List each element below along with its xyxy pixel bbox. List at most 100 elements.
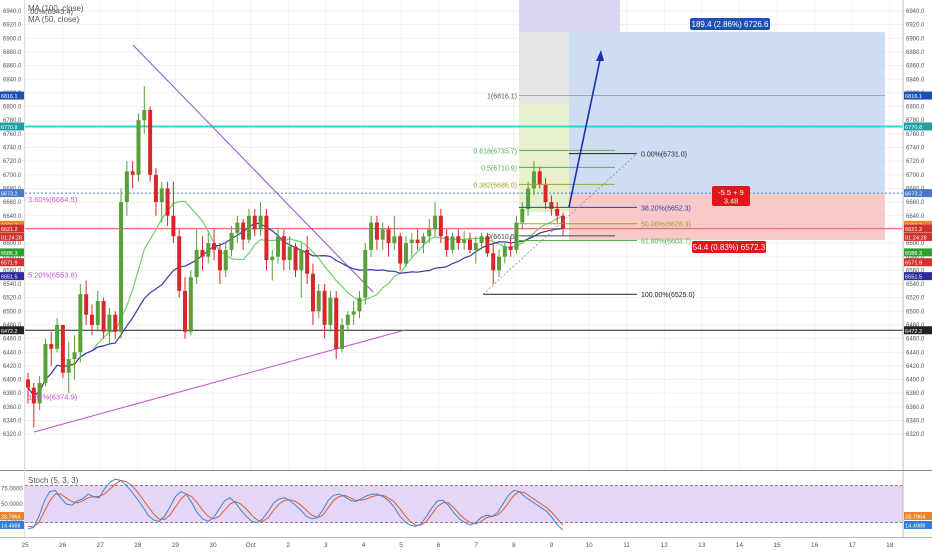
price-label-text-left: 6816.1 [1,94,18,100]
price-tick-left: 6700.0 [3,173,22,179]
price-label-text: 6770.8 [905,125,922,131]
price-tick-left: 6560.0 [3,268,22,274]
price-tick-right: 6360.0 [906,405,925,411]
time-axis[interactable]: 25 26 27 28 29 30 Oct 2 3 4 5 6 7 8 9 10 11 12 13 14 15 16 17 1… [21,542,893,549]
candle-body [520,208,525,223]
candle-body [171,215,176,237]
price-tick-right: 6740.0 [906,146,925,152]
candle-body [316,290,321,312]
price-tick-right: 6900.0 [906,36,925,42]
price-tick-left: 6720.0 [3,159,22,165]
candle-body [26,379,30,388]
fib-retracement-label: 50.00%(6628.3) [641,222,691,229]
candle-body [66,359,71,373]
price-tick-left: 6660.0 [3,200,22,206]
price-label-text-left: 6586.3 [1,251,18,257]
price-tick-left: 6460.0 [3,337,22,343]
time-tick: 26 [59,542,67,549]
candle-body [531,171,536,189]
price-label-text: 6551.5 [905,275,922,281]
candle-body [37,382,42,404]
candle-body [508,246,513,250]
price-label-box [904,258,932,267]
time-tick: 16 [811,542,819,549]
candle-body [119,202,124,332]
candle-body [334,297,339,349]
candle-body [72,352,77,360]
price-label-box-left [0,232,24,241]
time-tick: 3 [324,542,328,549]
time-tick: 29 [172,542,180,549]
price-label-box [904,326,932,335]
stoch-tick-left: 50.0000 [1,502,23,508]
candle-body [479,236,484,244]
time-tick: 13 [698,542,706,549]
candle-body [305,249,310,274]
candle-body [43,344,48,383]
time-tick: 12 [661,542,669,549]
stoch-d-value: 14.4988 [905,524,925,530]
candle-body [363,249,368,298]
candle-body [252,215,257,230]
candle-body [491,253,496,271]
price-tick-left: 6940.0 [3,9,22,15]
candle-body [235,222,240,233]
long-position-target-zone[interactable] [569,32,885,194]
time-tick: 10 [585,542,593,549]
candle-body [165,188,170,216]
time-tick: 27 [97,542,105,549]
candle-body [264,215,269,261]
price-tick-right: 6520.0 [906,296,925,302]
price-axis-right[interactable]: 6940.06920.06900.06880.06860.06840.06820… [906,9,925,438]
price-label-text: 6571.9 [905,261,922,267]
candle-body [246,215,251,240]
candle-body [229,232,234,250]
candle-body [299,249,304,271]
candle-body [89,314,94,325]
candle-body [212,243,217,250]
price-label-text: 01:24:28 [905,235,927,241]
price-label-box [904,91,932,100]
horizontal-lines [25,125,903,331]
time-tick: 28 [134,542,142,549]
price-tick-right: 6500.0 [906,309,925,315]
price-tick-left: 6900.0 [3,36,22,42]
time-tick: Oct [246,542,256,549]
percent-annotation: 3.60%(6664.5) [28,195,78,204]
price-label-box [904,248,932,257]
candle-body [374,222,379,240]
price-label-text-left: 6770.8 [1,125,18,131]
candle-body [113,314,118,332]
candle-body [514,222,519,250]
candle-body [276,236,281,257]
candle-body [188,277,193,332]
time-tick: 17 [849,542,857,549]
price-tick-right: 6480.0 [906,323,925,329]
time-tick: 25 [21,542,29,549]
candle-body [223,249,228,271]
stoch-tick-left: 75.0000 [1,487,23,493]
time-tick: 5 [399,542,403,549]
price-label-box [904,122,932,131]
candle-body [467,239,472,250]
price-tick-left: 6760.0 [3,132,22,138]
candle-body [328,297,333,325]
candle-body [369,222,374,250]
price-tick-right: 6320.0 [906,432,925,438]
candle-body [386,229,391,244]
candle-body [153,174,158,203]
stoch-label: Stoch (5, 3, 3) [28,476,79,485]
ratio-label-box [712,186,750,206]
candle-body [206,243,211,257]
price-label-box [904,224,932,233]
candle-body [241,222,246,240]
price-tick-right: 6580.0 [906,255,925,261]
price-tick-right: 6600.0 [906,241,925,247]
price-tick-left: 6520.0 [3,296,22,302]
candle-body [392,236,397,244]
candle-body [101,301,106,332]
candle-body [159,188,164,203]
price-label-text: 6621.2 [905,227,922,233]
price-label-box [904,232,932,241]
price-tick-right: 6560.0 [906,268,925,274]
